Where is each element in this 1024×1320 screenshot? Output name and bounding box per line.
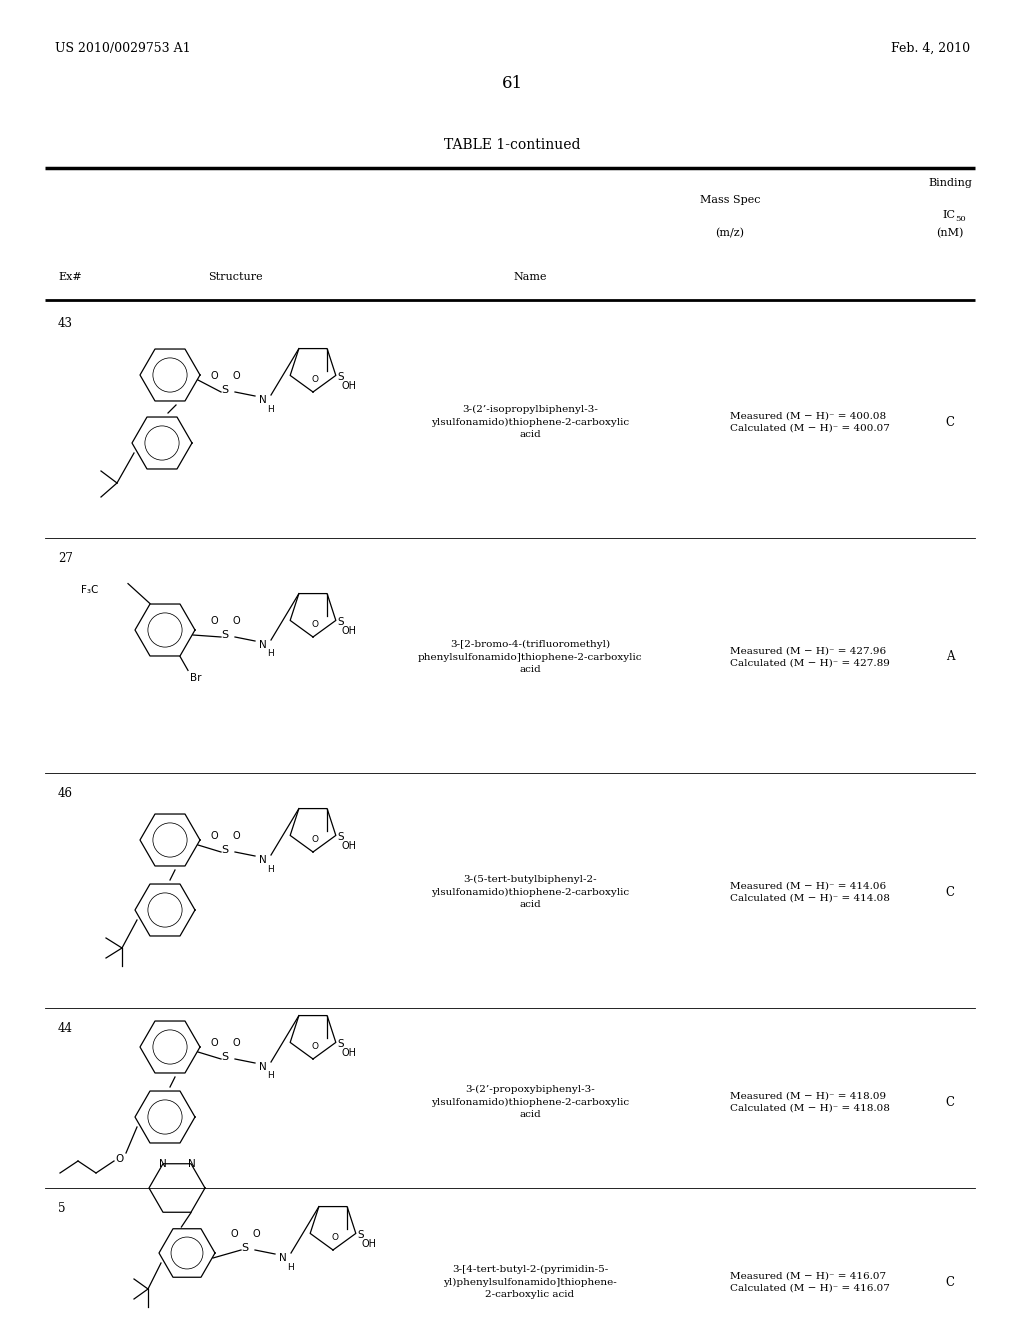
Text: S: S xyxy=(338,1039,344,1049)
Text: Measured (M − H)⁻ = 414.06
Calculated (M − H)⁻ = 414.08: Measured (M − H)⁻ = 414.06 Calculated (M… xyxy=(730,882,890,903)
Text: O: O xyxy=(332,1233,339,1242)
Text: S: S xyxy=(242,1243,249,1253)
Text: C: C xyxy=(945,1096,954,1109)
Text: N: N xyxy=(187,1159,196,1170)
Text: O: O xyxy=(116,1154,124,1164)
Text: S: S xyxy=(338,372,344,381)
Text: O: O xyxy=(230,1229,238,1239)
Text: A: A xyxy=(946,651,954,664)
Text: 46: 46 xyxy=(58,787,73,800)
Text: S: S xyxy=(221,630,228,640)
Text: N: N xyxy=(280,1253,287,1263)
Text: S: S xyxy=(221,845,228,855)
Text: 3-(2’-isopropylbiphenyl-3-
ylsulfonamido)thiophene-2-carboxylic
acid: 3-(2’-isopropylbiphenyl-3- ylsulfonamido… xyxy=(431,405,629,440)
Text: OH: OH xyxy=(361,1238,376,1249)
Text: H: H xyxy=(266,1072,273,1081)
Text: O: O xyxy=(232,832,240,841)
Text: Measured (M − H)⁻ = 427.96
Calculated (M − H)⁻ = 427.89: Measured (M − H)⁻ = 427.96 Calculated (M… xyxy=(730,647,890,668)
Text: C: C xyxy=(945,1275,954,1288)
Text: N: N xyxy=(259,395,267,405)
Text: 43: 43 xyxy=(58,317,73,330)
Text: 3-[2-bromo-4-(trifluoromethyl)
phenylsulfonamido]thiophene-2-carboxylic
acid: 3-[2-bromo-4-(trifluoromethyl) phenylsul… xyxy=(418,640,642,675)
Text: Measured (M − H)⁻ = 418.09
Calculated (M − H)⁻ = 418.08: Measured (M − H)⁻ = 418.09 Calculated (M… xyxy=(730,1092,890,1113)
Text: O: O xyxy=(232,1038,240,1048)
Text: 50: 50 xyxy=(955,215,966,223)
Text: 3-(5-tert-butylbiphenyl-2-
ylsulfonamido)thiophene-2-carboxylic
acid: 3-(5-tert-butylbiphenyl-2- ylsulfonamido… xyxy=(431,875,629,909)
Text: O: O xyxy=(232,371,240,381)
Text: 61: 61 xyxy=(502,75,522,92)
Text: H: H xyxy=(266,404,273,413)
Text: N: N xyxy=(259,1063,267,1072)
Text: C: C xyxy=(945,886,954,899)
Text: S: S xyxy=(221,385,228,395)
Text: N: N xyxy=(259,855,267,865)
Text: O: O xyxy=(252,1229,260,1239)
Text: O: O xyxy=(210,832,218,841)
Text: Measured (M − H)⁻ = 416.07
Calculated (M − H)⁻ = 416.07: Measured (M − H)⁻ = 416.07 Calculated (M… xyxy=(730,1271,890,1292)
Text: S: S xyxy=(338,616,344,627)
Text: 27: 27 xyxy=(58,552,73,565)
Text: (m/z): (m/z) xyxy=(716,228,744,239)
Text: Structure: Structure xyxy=(208,272,262,282)
Text: Binding: Binding xyxy=(928,178,972,187)
Text: S: S xyxy=(357,1230,365,1239)
Text: C: C xyxy=(945,416,954,429)
Text: OH: OH xyxy=(341,380,356,391)
Text: H: H xyxy=(266,649,273,659)
Text: OH: OH xyxy=(341,841,356,850)
Text: OH: OH xyxy=(341,1048,356,1057)
Text: 3-(2’-propoxybiphenyl-3-
ylsulfonamido)thiophene-2-carboxylic
acid: 3-(2’-propoxybiphenyl-3- ylsulfonamido)t… xyxy=(431,1085,629,1119)
Text: IC: IC xyxy=(942,210,955,220)
Text: Mass Spec: Mass Spec xyxy=(699,195,760,205)
Text: Name: Name xyxy=(513,272,547,282)
Text: O: O xyxy=(311,1041,318,1051)
Text: Br: Br xyxy=(190,673,202,684)
Text: TABLE 1-continued: TABLE 1-continued xyxy=(443,139,581,152)
Text: Measured (M − H)⁻ = 400.08
Calculated (M − H)⁻ = 400.07: Measured (M − H)⁻ = 400.08 Calculated (M… xyxy=(730,412,890,433)
Text: 3-[4-tert-butyl-2-(pyrimidin-5-
yl)phenylsulfonamido]thiophene-
2-carboxylic aci: 3-[4-tert-butyl-2-(pyrimidin-5- yl)pheny… xyxy=(443,1265,616,1299)
Text: S: S xyxy=(221,1052,228,1063)
Text: O: O xyxy=(210,616,218,626)
Text: (nM): (nM) xyxy=(936,228,964,239)
Text: S: S xyxy=(338,832,344,842)
Text: US 2010/0029753 A1: US 2010/0029753 A1 xyxy=(55,42,190,55)
Text: Feb. 4, 2010: Feb. 4, 2010 xyxy=(891,42,970,55)
Text: O: O xyxy=(311,620,318,630)
Text: F₃C: F₃C xyxy=(81,585,98,594)
Text: N: N xyxy=(259,640,267,649)
Text: O: O xyxy=(232,616,240,626)
Text: O: O xyxy=(311,836,318,843)
Text: H: H xyxy=(287,1262,293,1271)
Text: Ex#: Ex# xyxy=(58,272,82,282)
Text: H: H xyxy=(266,865,273,874)
Text: 5: 5 xyxy=(58,1203,66,1214)
Text: O: O xyxy=(210,1038,218,1048)
Text: O: O xyxy=(311,375,318,384)
Text: OH: OH xyxy=(341,626,356,636)
Text: N: N xyxy=(159,1159,166,1170)
Text: O: O xyxy=(210,371,218,381)
Text: 44: 44 xyxy=(58,1022,73,1035)
